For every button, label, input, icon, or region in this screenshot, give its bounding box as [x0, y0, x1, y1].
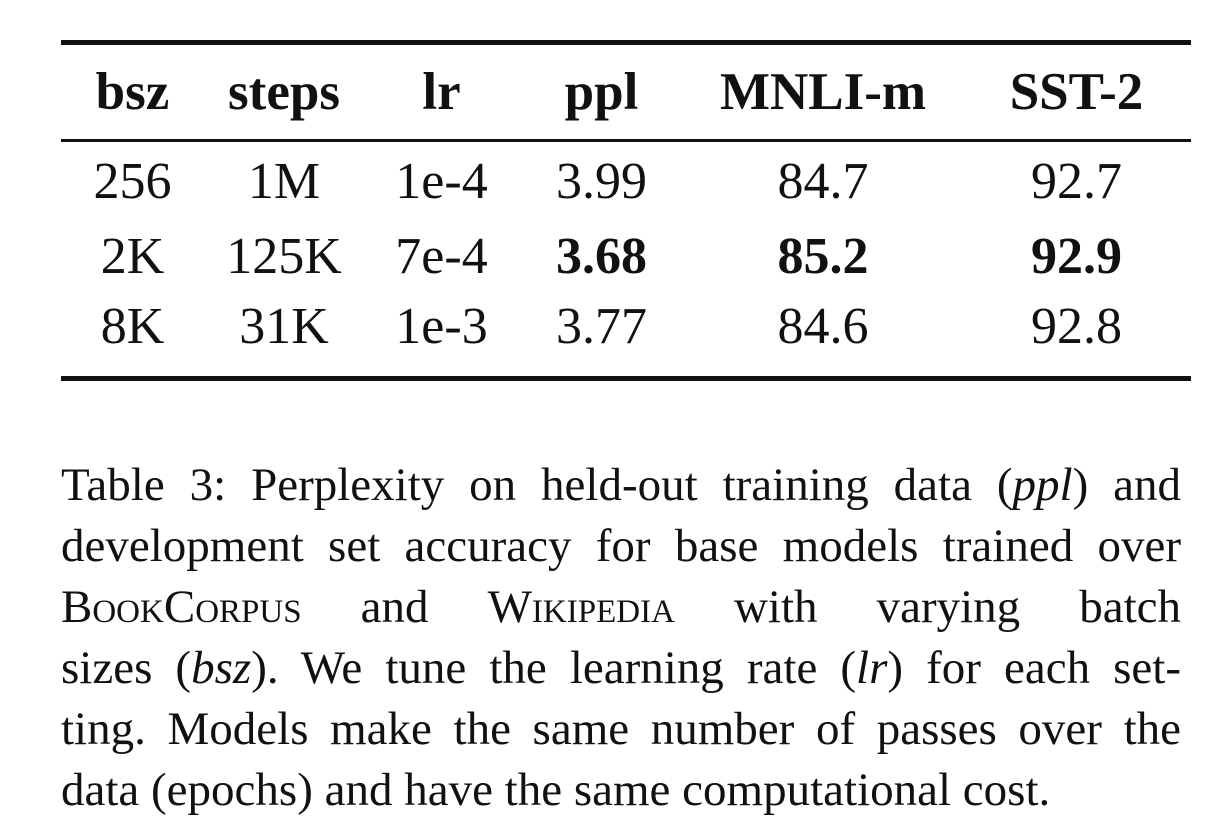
table-row: 256 1M 1e-4 3.99 84.7 92.7 [61, 142, 1191, 221]
caption-bookcorpus: BookCorpus [61, 581, 302, 633]
header-sst-2: SST-2 [1009, 63, 1144, 121]
cell-bsz: 256 [93, 153, 172, 210]
results-table: bsz steps lr ppl MNLI-m SST-2 256 1M 1e-… [61, 45, 1191, 361]
caption-line: data (epochs) and have the same computat… [61, 764, 1051, 816]
table-top-rule [61, 40, 1191, 45]
table-bottom-rule [61, 376, 1191, 381]
table-header-rule [61, 139, 1191, 142]
cell-sst-2-best: 92.9 [1031, 227, 1122, 285]
caption-line: ting. Models make the same number of pas… [61, 703, 1181, 755]
header-bsz: bsz [95, 63, 170, 121]
cell-bsz: 8K [100, 297, 165, 355]
cell-lr: 7e-4 [395, 227, 488, 285]
caption-line: sizes (bsz). We tune the learning rate (… [61, 642, 1181, 694]
header-steps: steps [228, 63, 340, 121]
cell-steps: 31K [239, 297, 329, 355]
caption-line: BookCorpus and Wikipedia with varying ba… [61, 581, 1181, 633]
cell-bsz: 2K [100, 227, 165, 285]
table-row: 2K 125K 7e-4 3.68 85.2 92.9 [61, 221, 1191, 291]
cell-sst-2: 92.7 [1031, 153, 1122, 210]
header-lr: lr [422, 63, 461, 121]
cell-lr: 1e-3 [395, 297, 488, 355]
header-mnli-m: MNLI-m [719, 63, 927, 121]
table-row: 8K 31K 1e-3 3.77 84.6 92.8 [61, 291, 1191, 361]
cell-sst-2: 92.8 [1031, 297, 1122, 355]
cell-steps: 1M [247, 153, 321, 210]
header-ppl: ppl [564, 63, 639, 121]
cell-ppl: 3.77 [556, 297, 647, 355]
table-caption: Table 3: Perplexity on held-out training… [61, 455, 1181, 821]
cell-mnli-m: 84.6 [777, 297, 869, 355]
caption-line: development set accuracy for base models… [61, 520, 1181, 572]
cell-steps: 125K [226, 227, 342, 285]
caption-term-bsz: bsz [191, 642, 252, 694]
cell-mnli-m-best: 85.2 [777, 227, 869, 285]
cell-lr: 1e-4 [395, 153, 488, 210]
caption-wikipedia: Wikipedia [487, 581, 675, 633]
cell-ppl: 3.99 [556, 153, 647, 210]
caption-term-ppl: ppl [1012, 459, 1073, 511]
table-header-row: bsz steps lr ppl MNLI-m SST-2 [61, 45, 1191, 139]
cell-mnli-m: 84.7 [777, 153, 869, 210]
cell-ppl-best: 3.68 [556, 227, 647, 285]
caption-term-lr: lr [856, 642, 888, 694]
caption-line: Table 3: Perplexity on held-out training… [61, 459, 1181, 511]
